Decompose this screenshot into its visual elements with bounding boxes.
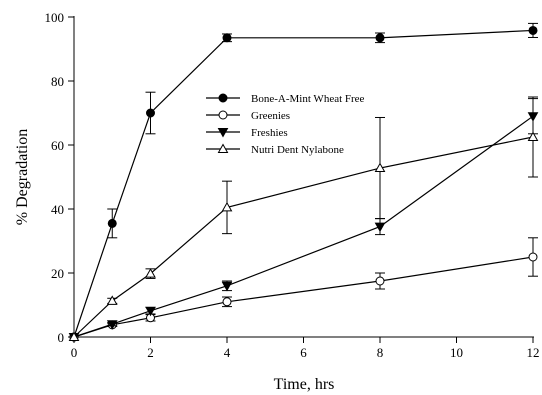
y-tick-label: 0 [58, 330, 65, 345]
data-point [375, 33, 385, 43]
series-3 [68, 96, 539, 341]
data-point [106, 295, 118, 305]
data-point [106, 320, 118, 330]
data-point [221, 281, 233, 292]
data-point [374, 162, 386, 173]
legend-marker [218, 110, 228, 120]
data-point [222, 33, 232, 43]
legend-label: Freshies [251, 127, 288, 139]
data-point [68, 331, 80, 341]
y-tick-label: 80 [51, 74, 64, 89]
data-point [221, 201, 233, 212]
x-tick-label: 12 [527, 345, 540, 360]
series-1 [69, 237, 538, 342]
data-point [146, 108, 155, 118]
legend-item: Nutri Dent Nylabone [206, 143, 344, 156]
series-line [73, 115, 534, 338]
plot-area [68, 22, 539, 343]
data-point [528, 25, 538, 35]
y-tick-label: 100 [45, 10, 65, 25]
series-line [73, 136, 534, 338]
legend-item: Freshies [206, 127, 288, 139]
legend-item: Bone-A-Mint Wheat Free [206, 93, 365, 105]
legend-item: Greenies [206, 110, 290, 122]
x-tick-label: 0 [71, 345, 78, 360]
axes: 0 2 4 6 8 10 12 0 20 40 60 80 100 [45, 10, 540, 360]
legend-marker [217, 143, 229, 153]
y-axis-title: % Degradation [14, 129, 31, 225]
legend-label: Nutri Dent Nylabone [251, 144, 344, 156]
x-tick-label: 6 [300, 345, 307, 360]
series-2 [68, 98, 539, 343]
series-0 [69, 22, 538, 342]
series-line [73, 29, 534, 338]
x-axis-title: Time, hrs [274, 376, 335, 393]
legend-label: Bone-A-Mint Wheat Free [251, 93, 365, 105]
y-tick-label: 20 [51, 266, 64, 281]
x-tick-label: 8 [377, 345, 384, 360]
legend-marker [218, 93, 228, 103]
x-tick-label: 4 [224, 345, 231, 360]
data-point [374, 222, 386, 233]
data-point [222, 297, 232, 307]
legend-marker [217, 128, 229, 138]
data-point [145, 268, 156, 278]
x-tick-label: 2 [147, 345, 154, 360]
legend-label: Greenies [251, 110, 290, 122]
data-point [527, 131, 539, 141]
y-tick-label: 60 [51, 138, 64, 153]
series-line [73, 256, 534, 338]
legend: Bone-A-Mint Wheat Free Greenies Freshies Nu… [206, 93, 365, 156]
data-point [145, 306, 156, 317]
y-tick-label: 40 [51, 202, 64, 217]
x-tick-label: 10 [450, 345, 463, 360]
data-point [528, 252, 538, 262]
data-point [107, 218, 117, 228]
data-point [375, 276, 385, 286]
